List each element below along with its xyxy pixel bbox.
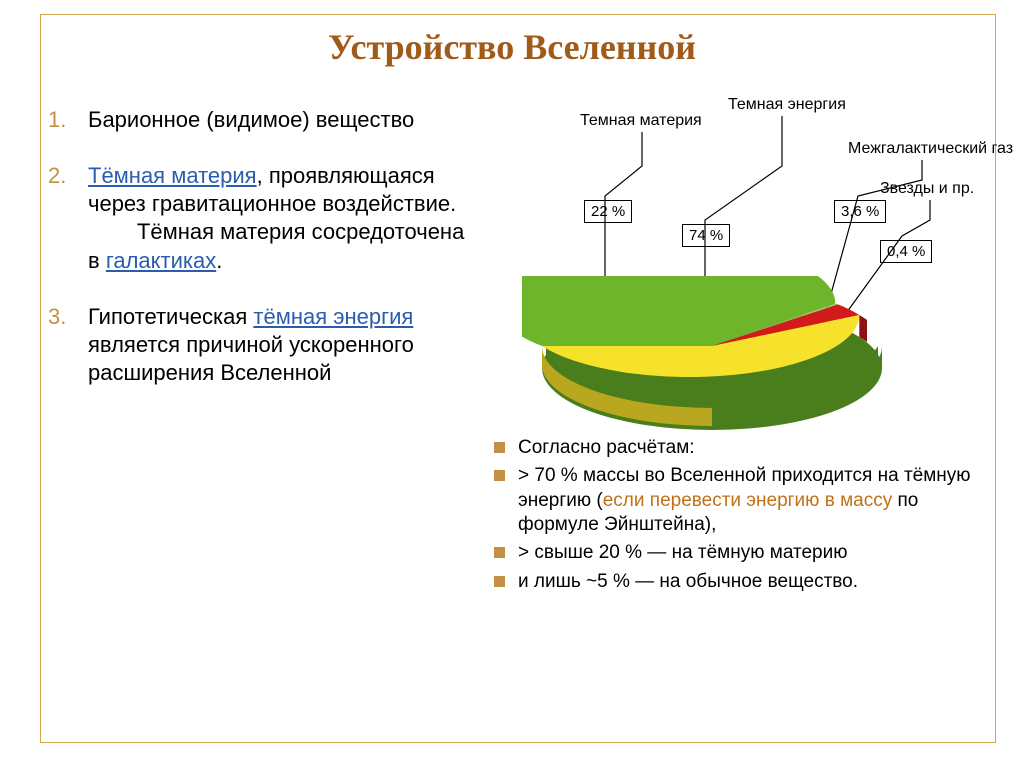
numbered-list: Барионное (видимое) вещество Тёмная мате… [44, 106, 474, 387]
list-text: является причиной ускоренного расширения… [88, 332, 414, 385]
list-item: > свыше 20 % — на тёмную материю [492, 541, 980, 565]
link-galaxies[interactable]: галактиках [106, 248, 216, 273]
list-item: Согласно расчётам: [492, 436, 980, 460]
link-dark-energy[interactable]: тёмная энергия [253, 304, 413, 329]
list-item: Тёмная материя, проявляющаяся через грав… [44, 162, 474, 275]
list-text: Гипотетическая [88, 304, 253, 329]
link-dark-matter[interactable]: Тёмная материя [88, 163, 257, 188]
list-item: Барионное (видимое) вещество [44, 106, 474, 134]
bullet-list: Согласно расчётам: > 70 % массы во Вселе… [492, 436, 980, 594]
list-item: Гипотетическая тёмная энергия является п… [44, 303, 474, 387]
two-column-layout: Барионное (видимое) вещество Тёмная мате… [28, 106, 996, 598]
slide: Устройство Вселенной Барионное (видимое)… [0, 0, 1024, 767]
pie-chart: Темная материя Темная энергия Межгалакти… [492, 106, 980, 426]
right-column: Темная материя Темная энергия Межгалакти… [492, 106, 980, 598]
list-text: . [216, 248, 222, 273]
list-item: и лишь ~5 % — на обычное вещество. [492, 570, 980, 594]
list-text: Барионное (видимое) вещество [88, 107, 414, 132]
left-column: Барионное (видимое) вещество Тёмная мате… [44, 106, 474, 598]
pie-3d-svg [522, 276, 902, 436]
bullet-text: Согласно расчётам: [518, 437, 695, 458]
bullet-text: и лишь ~5 % — на обычное вещество. [518, 571, 858, 592]
page-title: Устройство Вселенной [28, 26, 996, 68]
bullet-text: > свыше 20 % — на тёмную материю [518, 542, 847, 563]
bullet-emphasis: если перевести энергию в массу [603, 490, 892, 511]
list-item: > 70 % массы во Вселенной приходится на … [492, 464, 980, 537]
